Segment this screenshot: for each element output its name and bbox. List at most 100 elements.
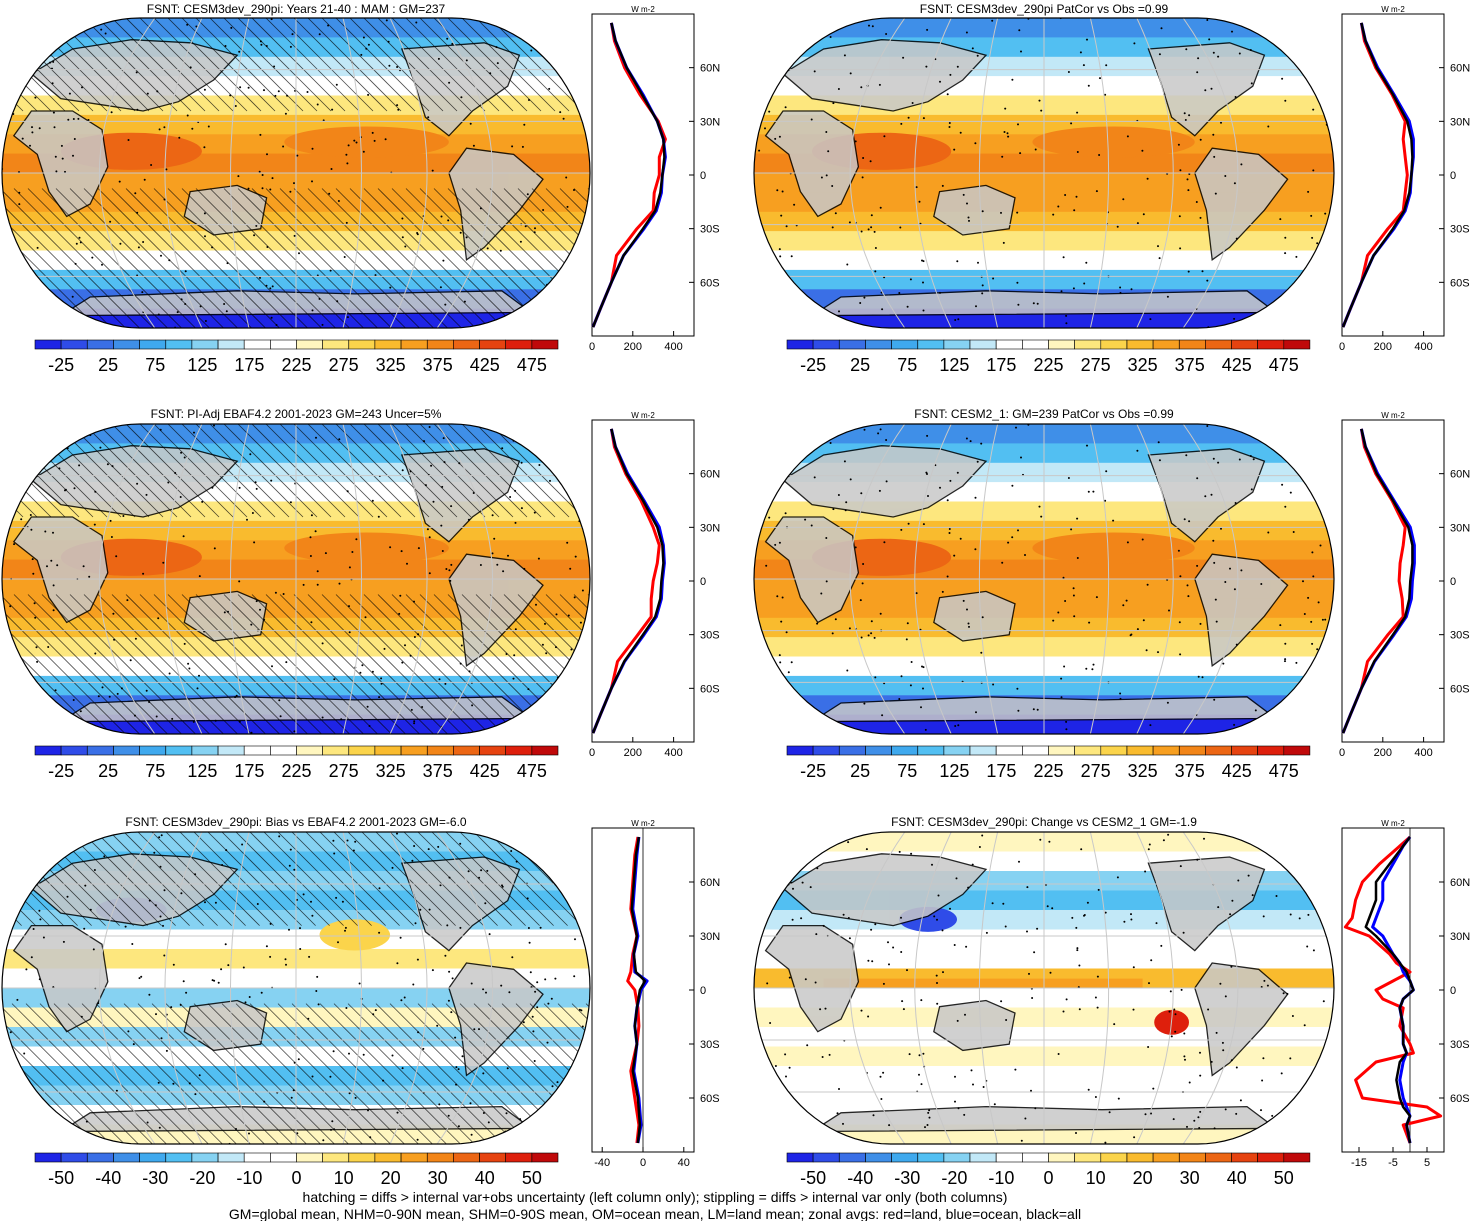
hatch-line [27, 594, 168, 734]
graticule-meridian [342, 832, 363, 1144]
zonal-panel-6: W m-2 60N 30N 0 30S 60S -15 -5 5 [1341, 819, 1470, 1169]
hatch-line [2, 424, 10, 518]
colorbar-swatch [113, 1152, 140, 1163]
hatch-line [321, 18, 416, 112]
colorbar-swatch [348, 745, 376, 756]
zonal-panel-1: W m-2 60N 30N 0 30S 60S 0 200 400 [589, 5, 720, 353]
colorbar-swatch [113, 339, 140, 350]
zonal-ytick-label: 60N [1450, 469, 1470, 481]
colorbar-swatch [1231, 745, 1258, 756]
colorbar-label: -30 [894, 1168, 920, 1188]
hatch-line [433, 424, 528, 518]
hatch-line [251, 188, 392, 328]
map-panel-2: FSNT: CESM3dev_290pi PatCor vs Obs =0.99… [753, 2, 1335, 375]
colorbar-label: 0 [1043, 1168, 1053, 1188]
colorbar-label: 20 [1133, 1168, 1153, 1188]
colorbar-swatch [34, 1152, 62, 1163]
colorbar-label: -30 [142, 1168, 168, 1188]
hatch-line [251, 18, 346, 112]
colorbar-label: 75 [145, 355, 165, 375]
hatch-line [251, 594, 392, 734]
graticule-meridian [849, 18, 906, 328]
hatch-line [349, 424, 444, 518]
land-outline [764, 110, 860, 218]
zonal-units: W m-2 [631, 5, 655, 14]
hatch-line [97, 188, 238, 328]
hatch-line [13, 188, 154, 328]
colorbar-swatch [270, 339, 297, 350]
hatch-line [265, 594, 406, 734]
zonal-panel-3: W m-2 60N 30N 0 30S 60S 0 200 400 [589, 411, 720, 759]
zonal-panel-5: W m-2 60N 30N 0 30S 60S -40 0 40 [591, 819, 720, 1169]
hatch-line [461, 18, 556, 112]
hatch-line [321, 594, 462, 734]
colorbar-label: -20 [941, 1168, 967, 1188]
hatch-line [193, 1003, 335, 1144]
graticule-meridian [436, 18, 493, 328]
hatch-line [223, 188, 364, 328]
land-outline [12, 110, 109, 218]
hatch-line [69, 18, 164, 112]
zonal-ytick-label: 60S [700, 1093, 720, 1105]
hatch-line [487, 832, 582, 926]
hatch-line [375, 832, 470, 926]
colorbar-label: 175 [234, 761, 264, 781]
hatch-line [2, 594, 112, 734]
hatch-line [111, 188, 252, 328]
zonal-series-line [630, 836, 647, 1144]
zonal-xtick-label: 200 [624, 341, 642, 353]
graticule-meridian [229, 832, 250, 1144]
hatch-line [2, 1003, 111, 1144]
hatch-line [251, 424, 346, 518]
hatch-line [307, 188, 448, 328]
land-outline [933, 999, 1016, 1052]
colorbar-swatch [348, 1152, 376, 1163]
colorbar-label: 20 [381, 1168, 401, 1188]
hatch-line [265, 188, 406, 328]
hatch-line [405, 424, 500, 518]
zonal-xtick-label: 400 [1414, 747, 1432, 759]
hatch-line [2, 18, 10, 112]
footnote-line-1: hatching = diffs > internal var+obs unce… [303, 1189, 1008, 1205]
colorbar-swatch [865, 339, 892, 350]
colorbar-label: 425 [1222, 761, 1252, 781]
colorbar-label: 375 [1175, 355, 1205, 375]
hatch-line [333, 1003, 475, 1144]
hatch-line [545, 594, 590, 734]
hatch-line [573, 594, 590, 734]
hatch-line [69, 424, 164, 518]
graticule-meridian [99, 18, 156, 328]
hatch-line [83, 424, 178, 518]
colorbar-label: -10 [236, 1168, 262, 1188]
hatch-line [321, 424, 416, 518]
hatch-line [277, 1003, 419, 1144]
colorbar-label: 40 [475, 1168, 495, 1188]
colorbar-swatch [1205, 745, 1232, 756]
hatch-line [363, 594, 504, 734]
zonal-frame [1341, 13, 1445, 337]
hatch-line [195, 188, 336, 328]
land-outline [764, 516, 860, 624]
hatch-line [235, 832, 330, 926]
colorbar-label: 225 [1033, 355, 1063, 375]
hatch-line [137, 1003, 279, 1144]
land-outline [12, 924, 109, 1033]
hatch-line [363, 18, 458, 112]
zonal-ytick-label: 0 [700, 985, 706, 997]
map-outline [1, 831, 591, 1145]
colorbar-swatch [139, 1152, 167, 1163]
zonal-ytick-label: 30N [1450, 931, 1470, 943]
colorbar-swatch [374, 1152, 402, 1163]
zonal-xtick-label: 0 [1339, 341, 1345, 353]
hatch-line [223, 424, 318, 518]
hatch-line [151, 1003, 293, 1144]
zonal-ytick-label: 60S [700, 683, 720, 695]
colorbar-swatch [1231, 339, 1258, 350]
hatch-line [181, 18, 276, 112]
graticule-meridian [1136, 832, 1174, 1144]
hatch-line [237, 18, 332, 112]
colorbar-label: 375 [1175, 761, 1205, 781]
hatch-line [2, 1003, 125, 1144]
footnote-line-2: GM=global mean, NHM=0-90N mean, SHM=0-90… [229, 1206, 1081, 1221]
zonal-panel-4: W m-2 60N 30N 0 30S 60S 0 200 400 [1339, 411, 1470, 759]
